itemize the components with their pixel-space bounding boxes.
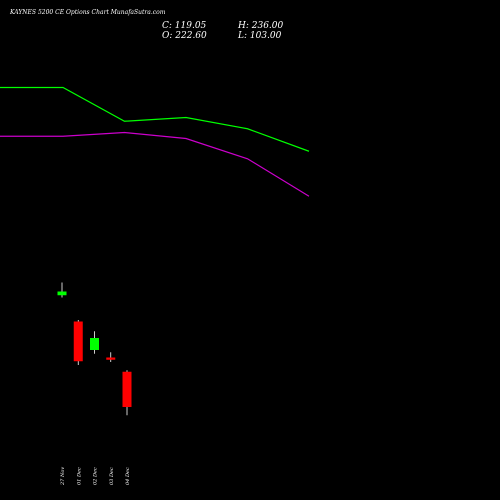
x-tick-label: 02 Dec [93, 467, 99, 485]
chart-title: KAYNES 5200 CE Options Chart MunafaSutra… [9, 9, 166, 16]
candle-body [90, 338, 99, 350]
moving-average-lines [0, 86, 310, 197]
candle [122, 370, 132, 416]
candle-body [122, 371, 132, 407]
candle [90, 331, 99, 354]
x-tick-label: 27 Nov [60, 467, 66, 486]
close-readout: C: 119.05 [162, 21, 207, 31]
x-tick-label: 04 Dec [125, 467, 131, 485]
candle-body [106, 357, 116, 360]
candle-body [73, 321, 83, 362]
candles [57, 282, 132, 416]
candle [106, 352, 116, 362]
candle [73, 320, 83, 365]
open-readout: O: 222.60 [162, 31, 207, 41]
candle-body [57, 291, 67, 296]
ma-line-2 [0, 131, 310, 197]
ma-line-1 [0, 86, 310, 152]
x-axis-ticks: 27 Nov 01 Dec 02 Dec 03 Dec 04 Dec [60, 467, 131, 486]
x-tick-label: 03 Dec [109, 467, 115, 485]
high-readout: H: 236.00 [237, 21, 284, 31]
candle [57, 282, 67, 298]
low-readout: L: 103.00 [237, 31, 282, 41]
x-tick-label: 01 Dec [76, 467, 82, 485]
